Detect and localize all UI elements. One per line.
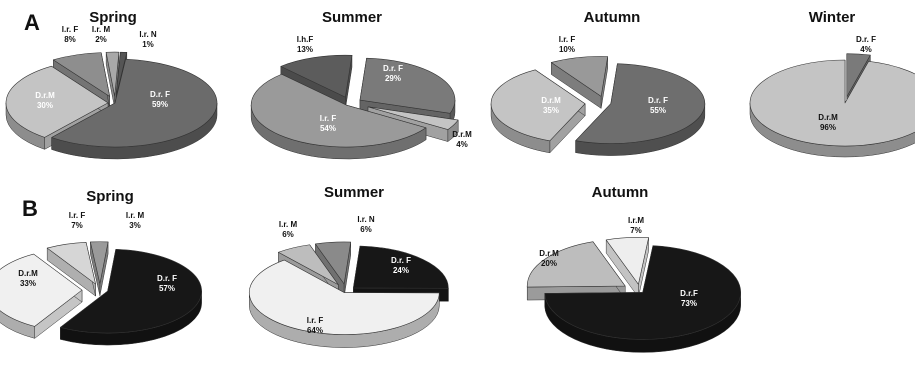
slice-label: D.r. F — [856, 35, 876, 44]
slice-label: D.r.M — [541, 96, 561, 105]
panel-label-a: A — [24, 10, 40, 35]
slice-label: D.r. F — [150, 90, 170, 99]
slice-value: 55% — [650, 106, 666, 115]
slice-value: 13% — [297, 45, 313, 54]
panel-label-b: B — [22, 196, 38, 221]
slice-d-r-f — [51, 58, 218, 160]
slice-value: 2% — [95, 35, 107, 44]
chart-title: Spring — [89, 9, 137, 26]
slice-value: 4% — [860, 45, 872, 54]
slice-d-r-m — [0, 253, 83, 339]
slice-value: 7% — [630, 226, 642, 235]
slice-label: I.h.F — [297, 35, 314, 44]
slice-label: D.r.M — [539, 249, 559, 258]
chart-title: Winter — [809, 9, 856, 26]
slice-d-r-m — [749, 59, 915, 158]
slice-d-r-m — [490, 69, 586, 154]
slice-label: D.r.F — [680, 289, 698, 298]
slice-label: I.r. M — [92, 25, 111, 34]
slice-label: I.r. F — [69, 211, 86, 220]
pie-a-summer: Summer D.r. F29% D.r.M4% I.r. F54% I.h.F13% — [250, 9, 472, 160]
slice-value: 30% — [37, 101, 53, 110]
slice-label: I.r. F — [559, 35, 576, 44]
slice-value: 3% — [129, 221, 141, 230]
slice-value: 59% — [152, 100, 168, 109]
slice-label: D.r.M — [18, 269, 38, 278]
slice-value: 96% — [820, 123, 836, 132]
slice-label: I.r. F — [307, 316, 324, 325]
slice-label: D.r. F — [391, 256, 411, 265]
slice-label: I.r. M — [279, 220, 298, 229]
chart-title: Summer — [322, 9, 382, 26]
slice-value: 57% — [159, 284, 175, 293]
chart-title: Spring — [86, 188, 134, 205]
pie-b-autumn: Autumn D.r.F73% D.r.M20% I.r.M7% — [526, 184, 741, 353]
slice-label: I.r. N — [357, 215, 375, 224]
slice-label: D.r. F — [383, 64, 403, 73]
slice-i-r-f — [250, 73, 427, 160]
slice-value: 24% — [393, 266, 409, 275]
slice-label: D.r.M — [452, 130, 472, 139]
pie-b-spring: Spring D.r. F57% D.r.M33% I.r. F7% I.r. M3% — [0, 188, 202, 346]
chart-title: Autumn — [584, 9, 641, 26]
slice-d-r-f — [575, 63, 706, 156]
chart-title: Summer — [324, 184, 384, 201]
slice-value: 54% — [320, 124, 336, 133]
slice-label: D.r.M — [818, 113, 838, 122]
slice-i-r-m — [605, 237, 649, 298]
slice-i-r-f — [249, 259, 440, 348]
chart-title: Autumn — [592, 184, 649, 201]
slice-i-r-m — [90, 241, 109, 296]
slice-value: 29% — [385, 74, 401, 83]
slice-value: 10% — [559, 45, 575, 54]
slice-value: 7% — [71, 221, 83, 230]
slice-label: I.r. M — [126, 211, 145, 220]
slice-value: 33% — [20, 279, 36, 288]
slice-value: 1% — [142, 40, 154, 49]
slice-d-r-f — [60, 248, 202, 346]
slice-i-r-f — [46, 241, 96, 297]
slice-label: I.r. F — [320, 114, 337, 123]
slice-i-r-m — [105, 51, 120, 109]
slice-label: I.r.M — [628, 216, 644, 225]
slice-value: 8% — [64, 35, 76, 44]
slice-value: 6% — [360, 225, 372, 234]
slice-d-r-f — [544, 245, 741, 353]
slice-label: D.r. F — [648, 96, 668, 105]
slice-value: 73% — [681, 299, 697, 308]
slice-label: D.r. F — [157, 274, 177, 283]
slice-label: I.r. N — [139, 30, 157, 39]
slice-i-r-f — [551, 56, 608, 109]
slice-label: I.r. F — [62, 25, 79, 34]
slice-value: 64% — [307, 326, 323, 335]
slice-value: 35% — [543, 106, 559, 115]
pie-a-spring: Spring D.r. F59% D.r.M30% I.r. F8% I.r. M2% I… — [5, 9, 218, 160]
slice-value: 4% — [456, 140, 468, 149]
slice-value: 6% — [282, 230, 294, 239]
pie-a-autumn: Autumn D.r. F55% D.r.M35% I.r. F10% — [490, 9, 706, 156]
slice-value: 20% — [541, 259, 557, 268]
slice-label: D.r.M — [35, 91, 55, 100]
